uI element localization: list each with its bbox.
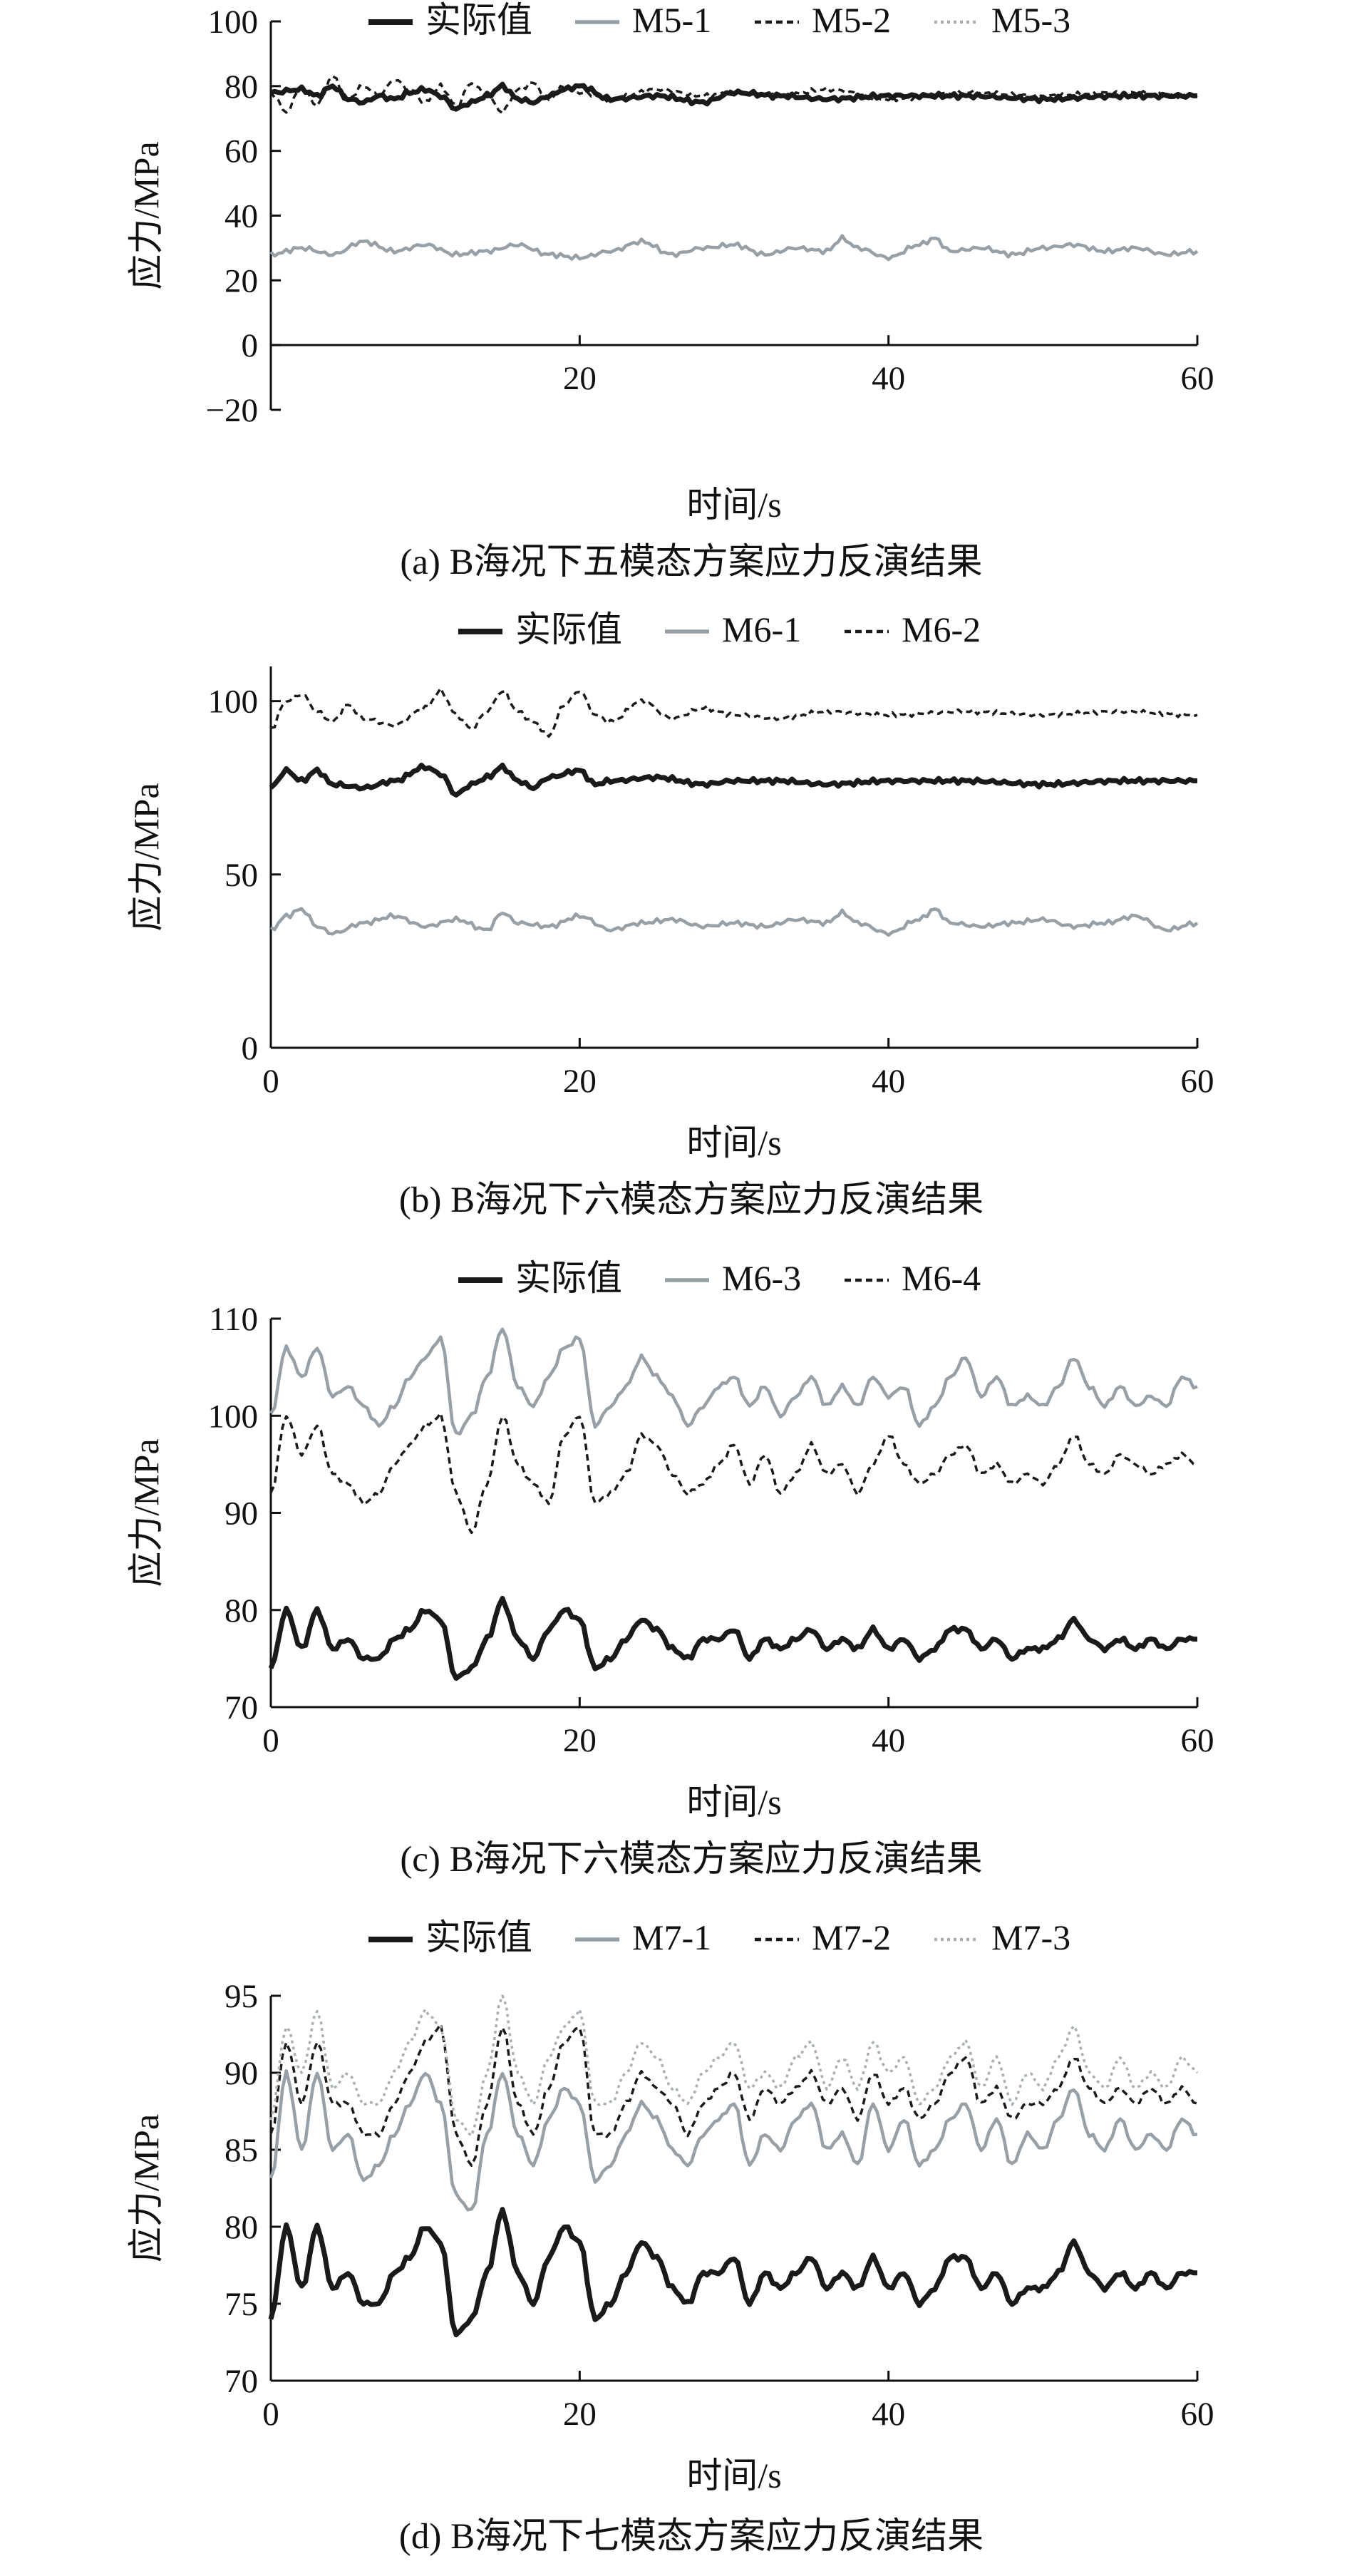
- y-tick-label: 70: [224, 1689, 258, 1726]
- figure-caption: (c) B海况下六模态方案应力反演结果: [400, 1840, 982, 1880]
- chart-panel-d: 70 75 80 85 90 95 0 20 40 60 应力/MPa 时间/s (d) B海况下七模态…: [126, 1917, 1214, 2557]
- x-tick-label: 0: [262, 1063, 279, 1100]
- y-tick-label: 90: [224, 2055, 258, 2092]
- y-tick-label: 110: [209, 1301, 258, 1338]
- y-axis-label: 应力/MPa: [126, 141, 166, 289]
- legend-label: 实际值: [515, 609, 622, 649]
- legend-label: 实际值: [425, 1917, 532, 1957]
- x-axis-label: 时间/s: [686, 1123, 781, 1163]
- figure-caption: (b) B海况下六模态方案应力反演结果: [399, 1180, 984, 1220]
- series-line-M6-2: [270, 686, 1198, 738]
- legend: 实际值 M6-3 M6-4: [458, 1258, 981, 1298]
- x-tick-label: 40: [872, 2396, 905, 2433]
- y-tick-label: 50: [224, 857, 258, 894]
- legend-label: M7-1: [632, 1917, 711, 1957]
- y-tick-label: 80: [224, 2209, 258, 2246]
- y-tick-label: 80: [224, 1592, 258, 1629]
- x-tick-label: 0: [262, 1722, 279, 1759]
- legend-label: M5-3: [991, 0, 1070, 40]
- series-line-M7-1: [269, 2069, 1198, 2212]
- y-axis-label: 应力/MPa: [126, 1438, 166, 1587]
- legend-label: M7-3: [991, 1917, 1070, 1957]
- series-line-M5-2: [269, 75, 1198, 115]
- x-tick-label: 20: [563, 2396, 597, 2433]
- x-tick-label: 20: [563, 1722, 597, 1759]
- y-tick-label: 20: [224, 262, 258, 299]
- x-tick-label: 40: [872, 1722, 905, 1759]
- y-tick-label: 100: [208, 1398, 259, 1435]
- y-tick-label: 80: [224, 68, 258, 105]
- y-tick-label: 70: [224, 2363, 258, 2400]
- series-line-M6-1: [269, 907, 1199, 937]
- series-line-M7-3: [269, 1994, 1199, 2138]
- y-tick-label: 90: [224, 1495, 258, 1532]
- legend: 实际值 M5-1 M5-2 M5-3: [368, 0, 1070, 40]
- y-tick-label: 95: [224, 1978, 258, 2015]
- x-tick-label: 20: [563, 1063, 597, 1100]
- y-tick-label: 60: [224, 133, 258, 170]
- legend-label: M6-4: [902, 1258, 981, 1298]
- x-axis-label: 时间/s: [686, 1782, 781, 1822]
- y-tick-label: 0: [242, 1030, 259, 1067]
- x-tick-label: 60: [1181, 1063, 1214, 1100]
- y-tick-label: 85: [224, 2132, 258, 2169]
- y-axis-label: 应力/MPa: [126, 783, 166, 931]
- chart-panel-a: −20 0 20 40 60 80 100 20 40 60 应力/MPa 时间/s (a) B海况下五…: [126, 0, 1214, 582]
- x-tick-label: 40: [872, 360, 905, 397]
- legend-label: M6-3: [722, 1258, 801, 1298]
- y-tick-label: 100: [208, 684, 259, 721]
- legend-label: M6-2: [902, 609, 981, 649]
- legend: 实际值 M6-1 M6-2: [458, 609, 981, 649]
- y-tick-label: 40: [224, 198, 258, 235]
- y-tick-label: 75: [224, 2286, 258, 2323]
- figure-caption: (a) B海况下五模态方案应力反演结果: [400, 542, 982, 582]
- y-tick-label: −20: [205, 392, 258, 429]
- series-line-M6-4: [269, 1411, 1198, 1535]
- legend-label: M6-1: [722, 609, 801, 649]
- x-tick-label: 60: [1181, 1722, 1214, 1759]
- series-line-实际值: [268, 2207, 1198, 2338]
- legend-label: M7-2: [812, 1917, 891, 1957]
- x-axis-label: 时间/s: [686, 485, 781, 525]
- x-axis-label: 时间/s: [686, 2456, 781, 2495]
- y-tick-label: 100: [208, 4, 259, 41]
- legend: 实际值 M7-1 M7-2 M7-3: [368, 1917, 1070, 1957]
- chart-panel-c: 70 80 90 100 110 0 20 40 60 应力/MPa 时间/s (c) B海况下六模态…: [126, 1258, 1214, 1880]
- series-line-实际值: [268, 1595, 1197, 1681]
- series-line-M6-3: [269, 1327, 1198, 1436]
- figure-caption: (d) B海况下七模态方案应力反演结果: [399, 2517, 984, 2557]
- x-tick-label: 40: [872, 1063, 905, 1100]
- legend-label: 实际值: [425, 0, 532, 40]
- series-line-M5-1: [269, 234, 1199, 262]
- legend-label: 实际值: [515, 1258, 622, 1298]
- series-line-实际值: [269, 762, 1198, 798]
- series-line-M7-2: [269, 2022, 1198, 2167]
- x-tick-label: 60: [1181, 2396, 1214, 2433]
- legend-label: M5-1: [632, 0, 711, 40]
- chart-panel-b: 0 50 100 0 20 40 60 应力/MPa 时间/s (b) B海况下六模态方案应力反演…: [126, 609, 1214, 1220]
- x-tick-label: 0: [262, 2396, 279, 2433]
- legend-label: M5-2: [812, 0, 891, 40]
- x-tick-label: 60: [1181, 360, 1214, 397]
- x-tick-label: 20: [563, 360, 597, 397]
- y-axis-label: 应力/MPa: [126, 2114, 166, 2262]
- y-tick-label: 0: [242, 327, 259, 364]
